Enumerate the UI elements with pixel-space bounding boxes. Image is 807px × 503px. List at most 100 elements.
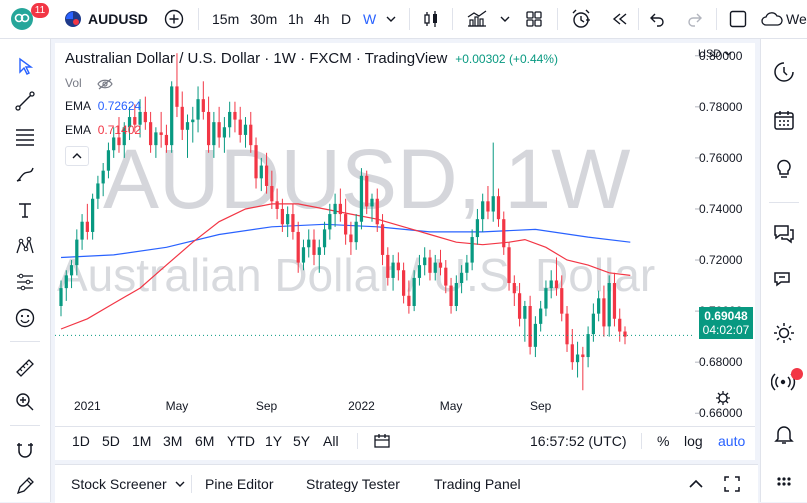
pattern-tool[interactable]	[12, 233, 38, 259]
price-axis[interactable]: 0.800000.780000.760000.740000.720000.700…	[695, 49, 743, 420]
goto-date-button[interactable]	[373, 427, 391, 455]
redo-button[interactable]	[685, 0, 705, 38]
candle-body	[243, 124, 248, 135]
interval-1h[interactable]: 1h	[288, 0, 304, 38]
text-tool[interactable]	[12, 197, 38, 223]
time-axis[interactable]: 2021 May Sep 2022 May Sep	[74, 399, 552, 413]
redo-icon	[688, 13, 702, 27]
interval-w[interactable]: W	[363, 0, 376, 38]
interval-dropdown[interactable]	[386, 0, 396, 38]
alert-button[interactable]	[570, 0, 592, 38]
candle	[322, 221, 327, 255]
currency-label: USD	[698, 48, 722, 60]
symbol-search[interactable]: AUDUSD	[64, 0, 148, 38]
notifications-button[interactable]	[769, 419, 799, 449]
range-3m[interactable]: 3M	[163, 427, 182, 455]
time-tick-label: 2022	[348, 399, 375, 413]
icon-tool[interactable]	[12, 305, 38, 331]
streams-button[interactable]	[769, 265, 799, 295]
candle	[454, 275, 458, 312]
clock-timezone[interactable]: 16:57:52 (UTC)	[530, 427, 626, 455]
vol-legend[interactable]: Vol	[65, 76, 113, 90]
range-1m[interactable]: 1M	[132, 427, 151, 455]
ai-assistant-button[interactable]	[769, 318, 799, 348]
candle	[428, 249, 432, 281]
interval-30m[interactable]: 30m	[250, 0, 277, 38]
signals-button[interactable]	[769, 367, 803, 397]
tab-stock-screener[interactable]: Stock Screener	[71, 465, 185, 503]
chart-pane[interactable]: AUDUSD, 1W Australian Dollar / U.S. Doll…	[55, 43, 755, 460]
ema-fast-line	[60, 203, 631, 330]
range-all[interactable]: All	[323, 427, 339, 455]
clock-label: 16:57:52 (UTC)	[530, 433, 627, 449]
candle	[133, 104, 137, 133]
chart-type-button[interactable]	[421, 0, 441, 38]
help-button[interactable]	[769, 467, 799, 497]
tab-trading-panel[interactable]: Trading Panel	[434, 465, 521, 503]
range-label: 5D	[102, 433, 120, 449]
currency-selector[interactable]: USD	[698, 48, 732, 60]
replay-button[interactable]	[610, 0, 630, 38]
interval-d[interactable]: D	[341, 0, 351, 38]
candle	[618, 308, 622, 342]
range-5d[interactable]: 5D	[102, 427, 120, 455]
candle	[280, 198, 285, 232]
tab-pine-editor[interactable]: Pine Editor	[205, 465, 273, 503]
measure-tool[interactable]	[12, 269, 38, 295]
ema-label: EMA	[65, 99, 91, 113]
candle-body	[570, 344, 574, 363]
range-5y[interactable]: 5Y	[293, 427, 310, 455]
ruler-tool[interactable]	[12, 355, 38, 381]
indicators-button[interactable]	[466, 0, 488, 38]
candle-body	[154, 132, 158, 146]
candle-body	[64, 275, 68, 289]
interval-4h[interactable]: 4h	[314, 0, 330, 38]
tab-strategy-tester[interactable]: Strategy Tester	[306, 465, 400, 503]
indicators-dropdown[interactable]	[500, 0, 510, 38]
candle-body	[101, 170, 105, 184]
undo-button[interactable]	[647, 0, 667, 38]
range-ytd[interactable]: YTD	[227, 427, 255, 455]
brush-tool[interactable]	[12, 161, 38, 187]
candle	[154, 127, 158, 158]
candle	[597, 290, 601, 322]
zoom-tool[interactable]	[12, 389, 38, 415]
range-6m[interactable]: 6M	[195, 427, 214, 455]
ema-legend-2[interactable]: EMA 0.71402	[65, 123, 141, 137]
candle	[449, 277, 453, 314]
eye-hidden-icon[interactable]	[97, 78, 113, 90]
chart-canvas[interactable]: AUDUSD, 1W Australian Dollar / U.S. Doll…	[55, 43, 755, 460]
settings-icon[interactable]	[716, 391, 730, 405]
auto-toggle[interactable]: auto	[718, 427, 745, 455]
expand-panel-button[interactable]	[688, 465, 704, 503]
cursor-tool[interactable]	[12, 53, 38, 79]
collapse-legend-button[interactable]	[65, 146, 89, 166]
maximize-panel-button[interactable]	[723, 465, 741, 503]
fib-tool[interactable]	[12, 124, 38, 150]
ideas-button[interactable]	[769, 153, 799, 183]
brush-icon	[16, 167, 34, 182]
chats-button[interactable]	[769, 219, 799, 249]
range-1y[interactable]: 1Y	[265, 427, 282, 455]
pencil-lock-icon	[16, 477, 34, 495]
publish-button[interactable]: We	[760, 0, 807, 38]
trend-line-tool[interactable]	[12, 88, 38, 114]
calendar-button[interactable]	[769, 105, 799, 135]
candle	[212, 111, 216, 158]
ema-legend-1[interactable]: EMA 0.72624	[65, 99, 141, 113]
watchlist-button[interactable]	[769, 57, 799, 87]
candle	[486, 185, 490, 220]
compare-button[interactable]	[164, 0, 184, 38]
stay-drawing-tool[interactable]	[12, 473, 38, 499]
candle-body	[286, 214, 290, 225]
range-1d[interactable]: 1D	[72, 427, 90, 455]
magnet-tool[interactable]	[12, 437, 38, 463]
percent-toggle[interactable]: %	[657, 427, 669, 455]
user-avatar[interactable]	[10, 0, 34, 38]
layout-button[interactable]	[524, 0, 544, 38]
interval-15m[interactable]: 15m	[212, 0, 239, 38]
log-toggle[interactable]: log	[684, 427, 703, 455]
chat-bubbles-icon	[774, 272, 790, 287]
candle-body	[459, 272, 464, 284]
fullscreen-button[interactable]	[728, 0, 748, 38]
